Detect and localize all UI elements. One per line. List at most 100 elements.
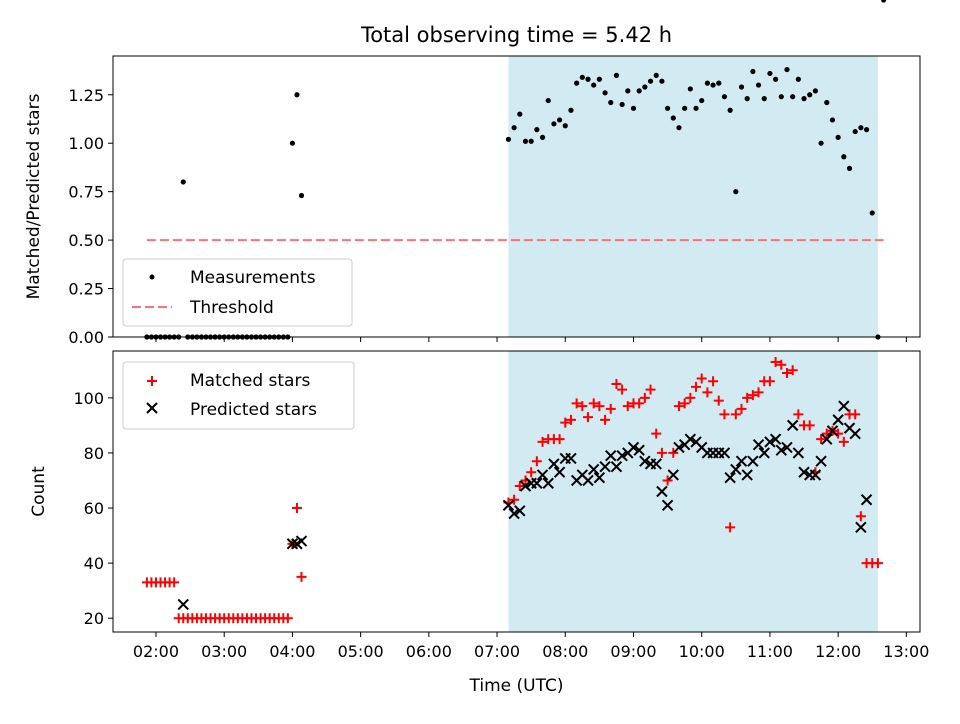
measurement-point	[574, 80, 580, 86]
measurement-point	[613, 72, 620, 78]
matched-star-point	[662, 475, 673, 486]
measurement-point	[784, 66, 790, 73]
matched-star-point	[526, 467, 537, 478]
predicted-star-point	[531, 477, 543, 489]
matched-star-point	[600, 414, 611, 425]
matched-star-point	[560, 417, 571, 428]
predicted-star-point	[730, 463, 742, 476]
measurement-point	[767, 70, 773, 77]
predicted-star-point	[553, 466, 566, 478]
measurement-point	[591, 82, 597, 88]
measurement-point	[841, 154, 847, 160]
measurement-point	[534, 127, 540, 133]
matched-star-point	[696, 373, 707, 384]
matched-star-point	[296, 571, 307, 582]
y-tick-label: 1.00	[68, 134, 104, 153]
legend-matched-marker	[147, 376, 157, 386]
legend-measurements-marker	[149, 274, 155, 280]
predicted-star-point	[565, 452, 577, 465]
predicted-star-point	[832, 414, 844, 426]
measurement-point	[773, 76, 779, 82]
predicted-star-point	[724, 472, 736, 484]
measurement-point	[647, 78, 654, 84]
predicted-star-point	[667, 469, 679, 481]
predicted-star-point	[295, 535, 308, 547]
predicted-star-point	[286, 538, 299, 550]
x-tick-label: 11:00	[747, 642, 793, 661]
top-panel-ylabel: Matched/Predicted stars	[24, 93, 44, 299]
legend-predicted-marker	[146, 402, 158, 414]
y-tick-label: 1.25	[68, 86, 104, 105]
predicted-star-point	[758, 447, 770, 459]
x-tick-label: 06:00	[406, 642, 452, 661]
measurement-point	[829, 117, 836, 123]
matched-star-point	[282, 613, 293, 624]
matched-star-point	[679, 398, 690, 409]
x-tick-label: 02:00	[133, 642, 179, 661]
top-panel-frame	[112, 55, 921, 338]
measurement-point	[699, 97, 705, 104]
matched-star-point	[514, 480, 525, 491]
predicted-star-point	[684, 433, 697, 445]
measurement-point	[704, 80, 710, 86]
measurement-point	[659, 78, 665, 84]
matched-star-point	[605, 403, 616, 414]
measurement-point	[585, 76, 591, 82]
measurement-point	[733, 189, 739, 195]
x-tick-label: 07:00	[474, 642, 520, 661]
y-tick-label: 0.50	[68, 231, 104, 250]
measurement-point	[869, 210, 875, 216]
x-axis-label: Time (UTC)	[469, 676, 564, 696]
measurement-point	[863, 127, 870, 133]
predicted-star-point	[548, 458, 560, 470]
top-panel: 0.00 0.25 0.50 0.75 1.00 1.25 Matched/Predict…	[24, 0, 921, 347]
top-panel-highlight	[508, 56, 878, 337]
measurement-point	[579, 74, 585, 80]
matched-star-point	[577, 401, 588, 412]
measurement-point	[562, 123, 568, 129]
matched-star-point	[169, 577, 180, 588]
matched-star-point	[651, 428, 662, 439]
measurement-point	[539, 134, 546, 140]
predicted-star-point	[656, 485, 668, 498]
measurement-point	[664, 105, 671, 111]
matched-star-point	[793, 409, 804, 420]
matched-star-point	[685, 392, 696, 403]
measurement-point	[289, 140, 296, 146]
matched-star-point	[730, 409, 741, 420]
y-tick-label: 0.00	[68, 328, 104, 347]
matched-star-point	[770, 357, 781, 368]
predicted-star-point	[855, 521, 867, 534]
measurement-point	[682, 105, 688, 111]
predicted-star-point	[838, 400, 850, 412]
predicted-star-point	[786, 419, 799, 432]
x-tick-label: 12:00	[815, 642, 861, 661]
predicted-star-point	[769, 433, 782, 445]
measurement-point	[511, 125, 517, 131]
y-tick-label: 60	[84, 499, 104, 518]
measurement-point	[778, 94, 784, 100]
predicted-star-point	[639, 455, 651, 467]
matched-star-point	[583, 412, 594, 423]
predicted-star-point	[610, 460, 623, 473]
measurement-point	[596, 76, 602, 82]
measurement-point	[750, 68, 756, 75]
matched-star-point	[537, 436, 548, 447]
predicted-star-point	[508, 507, 520, 520]
measurement-point	[795, 76, 801, 82]
x-tick-label: 10:00	[679, 642, 725, 661]
measurement-point	[846, 165, 853, 171]
measurement-point	[852, 128, 858, 135]
matched-star-point	[702, 387, 713, 398]
predicted-star-point	[741, 469, 753, 481]
predicted-star-point	[821, 433, 833, 445]
matched-star-point	[565, 414, 576, 425]
matched-star-point	[753, 387, 764, 398]
measurement-point	[608, 99, 614, 106]
x-tick-label: 05:00	[338, 642, 384, 661]
matched-star-point	[554, 434, 565, 445]
predicted-star-point	[650, 458, 662, 470]
measurement-point	[824, 99, 830, 106]
measurement-point	[505, 136, 512, 142]
